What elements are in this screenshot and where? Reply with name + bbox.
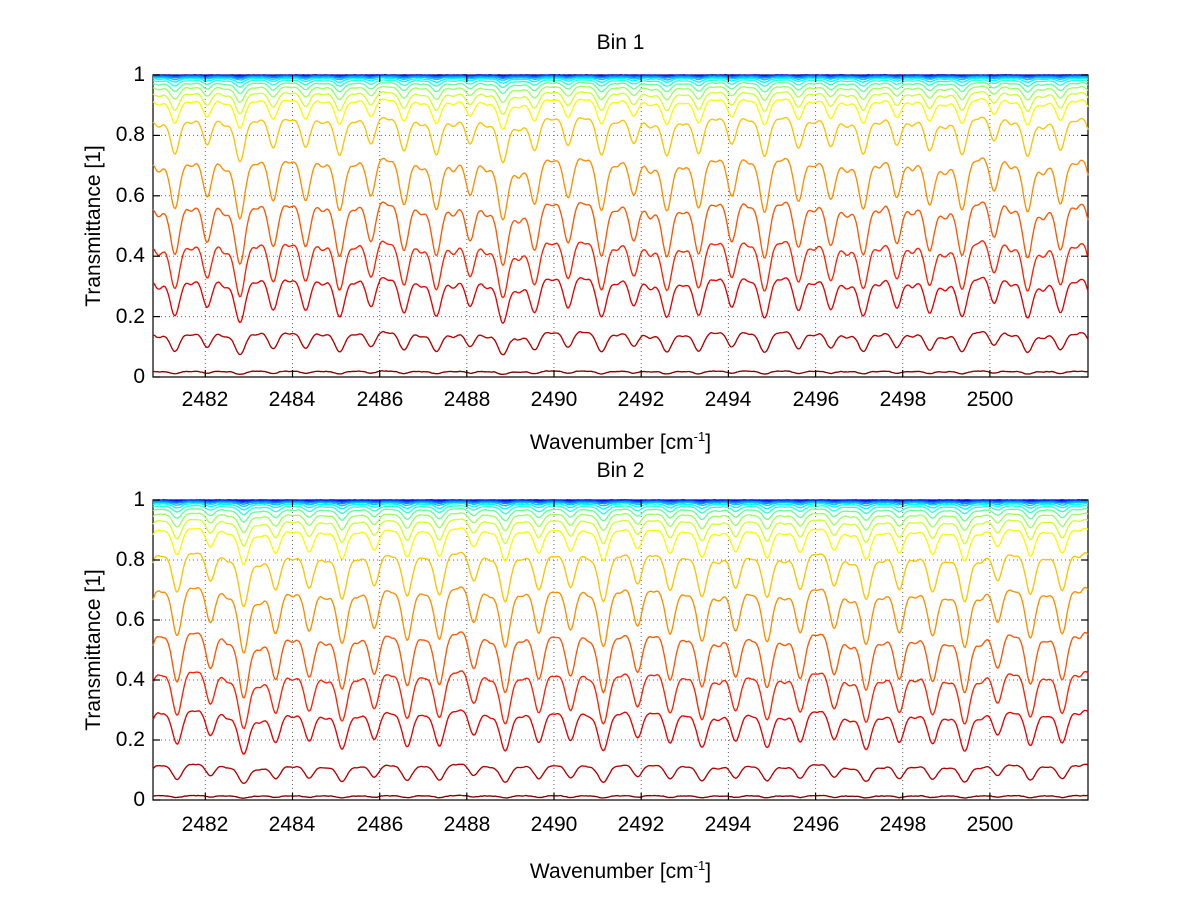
series-line-18: [152, 330, 1089, 356]
series-line-8: [152, 504, 1089, 516]
series-line-13: [152, 116, 1089, 164]
subplot2-grid: [153, 500, 1088, 800]
subplot2-title: Bin 2: [596, 459, 645, 482]
series-line-11: [152, 518, 1089, 547]
subplot1-y-tick-label: 0.4: [115, 244, 145, 267]
subplot2-x-tick-label: 2486: [356, 813, 404, 836]
xlabel-text: ]: [705, 860, 712, 883]
subplot2-y-tick-label: 0.4: [115, 668, 145, 691]
series-line-19: [152, 370, 1089, 376]
subplot2-x-tick-label: 2492: [617, 813, 665, 836]
subplot2-x-tick-label: 2500: [966, 813, 1014, 836]
subplot1-x-tick-label: 2498: [879, 388, 927, 411]
subplot1-y-tick-label: 0.6: [115, 184, 145, 207]
series-line-17: [152, 709, 1089, 755]
subplot1-y-tick-label: 0: [133, 365, 145, 388]
subplot1-x-tick-label: 2484: [268, 388, 316, 411]
subplot2-y-tick-label: 0.6: [115, 608, 145, 631]
series-line-16: [152, 240, 1089, 299]
xlabel-text: Wavenumber [cm: [529, 860, 694, 883]
series-line-15: [152, 631, 1089, 699]
xlabel-superscript: -1: [693, 858, 706, 873]
subplot1-y-tick-label: 0.2: [115, 305, 145, 328]
subplot1-x-tick-label: 2490: [530, 388, 578, 411]
series-line-12: [152, 97, 1089, 130]
subplot2-axes-box: [152, 499, 1089, 801]
subplot1-x-tick-label: 2488: [443, 388, 491, 411]
series-line-12: [152, 527, 1089, 566]
subplot2-x-axis-label: Wavenumber [cm-1]: [153, 853, 1088, 883]
series-line-6: [152, 501, 1089, 507]
series-line-16: [152, 670, 1089, 730]
subplot1-x-tick-label: 2496: [792, 388, 840, 411]
series-line-14: [152, 586, 1089, 654]
subplot1-x-tick-label: 2486: [356, 388, 404, 411]
subplot2-x-tick-label: 2482: [181, 813, 229, 836]
series-line-18: [152, 763, 1089, 785]
series-line-10: [152, 512, 1089, 534]
subplot1-x-tick-label: 2500: [966, 388, 1014, 411]
series-line-9: [152, 507, 1089, 523]
series-line-14: [152, 157, 1089, 221]
subplot1-x-tick-label: 2482: [181, 388, 229, 411]
subplot2-ticks: [153, 499, 1088, 801]
subplot2-series: [152, 499, 1089, 799]
subplot1-title: Bin 1: [596, 31, 645, 54]
subplot2-y-tick-label: 1: [133, 488, 145, 511]
subplot2-x-tick-label: 2496: [792, 813, 840, 836]
xlabel-text: ]: [705, 431, 712, 454]
series-line-19: [152, 794, 1089, 799]
series-line-5: [152, 500, 1089, 505]
subplot2-x-tick-label: 2490: [530, 813, 578, 836]
xlabel-text: Wavenumber [cm: [529, 431, 694, 454]
series-line-13: [152, 551, 1089, 607]
subplot2-x-tick-label: 2488: [443, 813, 491, 836]
subplot1-y-tick-label: 1: [133, 63, 145, 86]
series-line-11: [152, 90, 1089, 115]
subplot1-x-tick-label: 2494: [704, 388, 752, 411]
subplot1-x-axis-label: Wavenumber [cm-1]: [153, 424, 1088, 454]
subplot2-y-tick-label: 0: [133, 788, 145, 811]
series-line-7: [152, 77, 1089, 84]
series-line-5: [152, 75, 1089, 79]
subplot1-x-tick-label: 2492: [617, 388, 665, 411]
subplot2-x-tick-label: 2494: [704, 813, 752, 836]
xlabel-superscript: -1: [693, 429, 706, 444]
series-line-15: [152, 201, 1089, 267]
subplot1-y-tick-label: 0.8: [115, 123, 145, 146]
series-line-7: [152, 502, 1089, 511]
subplot2-y-tick-label: 0.2: [115, 728, 145, 751]
subplot2-x-tick-label: 2484: [268, 813, 316, 836]
subplot2-x-tick-label: 2498: [879, 813, 927, 836]
series-line-17: [152, 276, 1089, 325]
series-line-8: [152, 79, 1089, 88]
subplot1-ticks: [153, 74, 1088, 378]
subplot1-series: [152, 74, 1089, 376]
series-line-9: [152, 81, 1089, 95]
series-line-6: [152, 76, 1089, 81]
series-line-10: [152, 85, 1089, 104]
subplot2-y-tick-label: 0.8: [115, 548, 145, 571]
